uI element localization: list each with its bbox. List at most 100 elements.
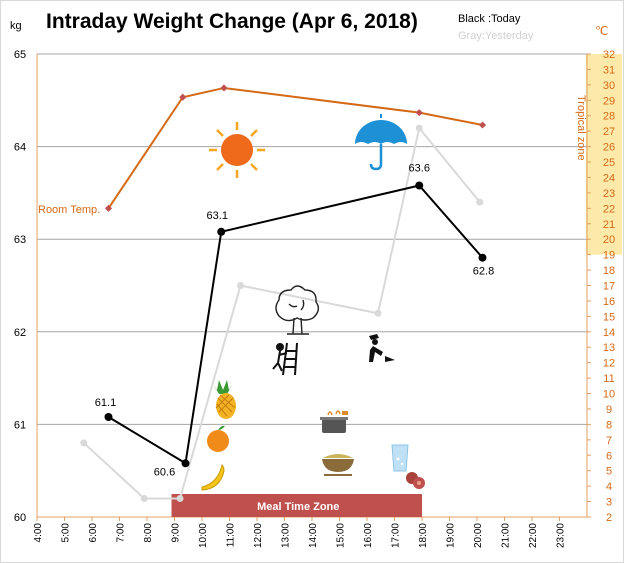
x-tick-label: 5:00 bbox=[61, 523, 72, 543]
yesterday-point bbox=[476, 198, 484, 206]
series-lines bbox=[80, 84, 487, 502]
today-point bbox=[415, 181, 424, 190]
right-tick-label: 22 bbox=[603, 203, 615, 215]
today-data-label: 61.1 bbox=[95, 397, 116, 409]
today-data-label: 63.1 bbox=[207, 210, 228, 222]
x-tick-label: 19:00 bbox=[446, 523, 457, 548]
sausage-icon bbox=[406, 472, 425, 489]
x-tick-label: 20:00 bbox=[473, 523, 484, 548]
left-tick-label: 65 bbox=[14, 49, 26, 61]
left-tick-label: 62 bbox=[14, 327, 26, 339]
right-tick-label: 27 bbox=[603, 126, 615, 138]
right-tick-label: 29 bbox=[603, 95, 615, 107]
x-tick-label: 21:00 bbox=[501, 523, 512, 548]
right-tick-label: 25 bbox=[603, 157, 615, 169]
x-tick-label: 8:00 bbox=[143, 523, 154, 543]
x-tick-label: 4:00 bbox=[33, 523, 44, 543]
yesterday-point bbox=[140, 494, 148, 502]
temperature-point bbox=[478, 121, 487, 129]
yesterday-point bbox=[80, 439, 88, 447]
x-tick-label: 13:00 bbox=[281, 523, 292, 548]
cooking-pot-icon bbox=[320, 410, 348, 433]
tick-labels: 6061626364652345678910111213141516171819… bbox=[14, 49, 615, 548]
x-tick-label: 7:00 bbox=[116, 523, 127, 543]
tree-icon bbox=[275, 285, 320, 335]
x-tick-label: 15:00 bbox=[336, 523, 347, 548]
x-tick-label: 23:00 bbox=[556, 523, 567, 548]
gardening-person-icon bbox=[369, 334, 395, 362]
right-tick-label: 17 bbox=[603, 281, 615, 293]
x-tick-label: 22:00 bbox=[528, 523, 539, 548]
legend-today: Black :Today bbox=[458, 13, 521, 25]
right-tick-label: 16 bbox=[603, 296, 615, 308]
today-line bbox=[107, 184, 484, 465]
right-tick-label: 21 bbox=[603, 219, 615, 231]
right-tick-label: 24 bbox=[603, 172, 615, 184]
today-data-label: 62.8 bbox=[473, 266, 494, 278]
right-tick-label: 7 bbox=[606, 435, 612, 447]
x-tick-label: 16:00 bbox=[363, 523, 374, 548]
right-tick-label: 4 bbox=[606, 481, 612, 493]
yesterday-point bbox=[176, 494, 184, 502]
right-tick-label: 20 bbox=[603, 234, 615, 246]
x-tick-label: 9:00 bbox=[171, 523, 182, 543]
umbrella-icon bbox=[355, 114, 407, 171]
today-point bbox=[104, 412, 113, 421]
yesterday-point bbox=[415, 124, 423, 132]
right-tick-label: 9 bbox=[606, 404, 612, 416]
banana-icon bbox=[201, 464, 225, 491]
icons bbox=[201, 114, 425, 491]
right-tick-label: 12 bbox=[603, 358, 615, 370]
left-tick-label: 64 bbox=[14, 142, 26, 154]
data-labels: 61.1 60.6 63.1 63.6 62.8 Room Temp. Tropical z… bbox=[38, 95, 587, 478]
temperature-point bbox=[220, 84, 228, 92]
x-tick-label: 11:00 bbox=[226, 523, 237, 548]
tropical-zone-band bbox=[586, 54, 622, 255]
today-data-label: 60.6 bbox=[154, 466, 175, 478]
x-tick-label: 6:00 bbox=[88, 523, 99, 543]
today-point bbox=[217, 227, 226, 236]
meal-time-zone-label: Meal Time Zone bbox=[257, 501, 339, 513]
water-glass-icon bbox=[391, 444, 409, 472]
right-tick-label: 32 bbox=[603, 49, 615, 61]
grid bbox=[36, 53, 622, 521]
right-tick-label: 13 bbox=[603, 342, 615, 354]
legend-yesterday: Gray:Yesterday bbox=[458, 30, 534, 42]
x-tick-label: 18:00 bbox=[418, 523, 429, 548]
tropical-zone-label: Tropical zone bbox=[575, 95, 587, 161]
room-temp-label: Room Temp. bbox=[38, 204, 100, 216]
climbing-person-icon bbox=[272, 342, 298, 376]
right-tick-label: 2 bbox=[606, 512, 612, 524]
meal-time-zone-bar bbox=[171, 494, 422, 517]
left-tick-label: 61 bbox=[14, 419, 26, 431]
x-tick-label: 10:00 bbox=[198, 523, 209, 548]
left-tick-label: 63 bbox=[14, 234, 26, 246]
right-tick-label: 6 bbox=[606, 450, 612, 462]
right-tick-label: 19 bbox=[603, 250, 615, 262]
x-tick-label: 14:00 bbox=[308, 523, 319, 548]
right-tick-label: 28 bbox=[603, 111, 615, 123]
food-bowl-icon bbox=[322, 454, 354, 476]
left-axis-unit: kg bbox=[10, 20, 22, 32]
sun-icon bbox=[209, 122, 265, 178]
temperature-line bbox=[107, 86, 483, 209]
right-tick-label: 31 bbox=[603, 64, 615, 76]
right-tick-label: 26 bbox=[603, 142, 615, 154]
temperature-point bbox=[179, 93, 187, 101]
right-tick-label: 23 bbox=[603, 188, 615, 200]
pineapple-icon bbox=[213, 380, 236, 419]
right-tick-label: 18 bbox=[603, 265, 615, 277]
temperature-point bbox=[104, 204, 113, 212]
yesterday-point bbox=[374, 309, 382, 317]
right-tick-label: 8 bbox=[606, 419, 612, 431]
x-tick-label: 17:00 bbox=[391, 523, 402, 548]
right-tick-label: 10 bbox=[603, 389, 615, 401]
right-tick-label: 5 bbox=[606, 466, 612, 478]
yesterday-point bbox=[237, 282, 244, 289]
temperature-point bbox=[415, 109, 423, 117]
orange-icon bbox=[207, 425, 229, 452]
right-tick-label: 30 bbox=[603, 80, 615, 92]
today-data-label: 63.6 bbox=[409, 162, 430, 174]
right-tick-label: 11 bbox=[603, 373, 614, 385]
